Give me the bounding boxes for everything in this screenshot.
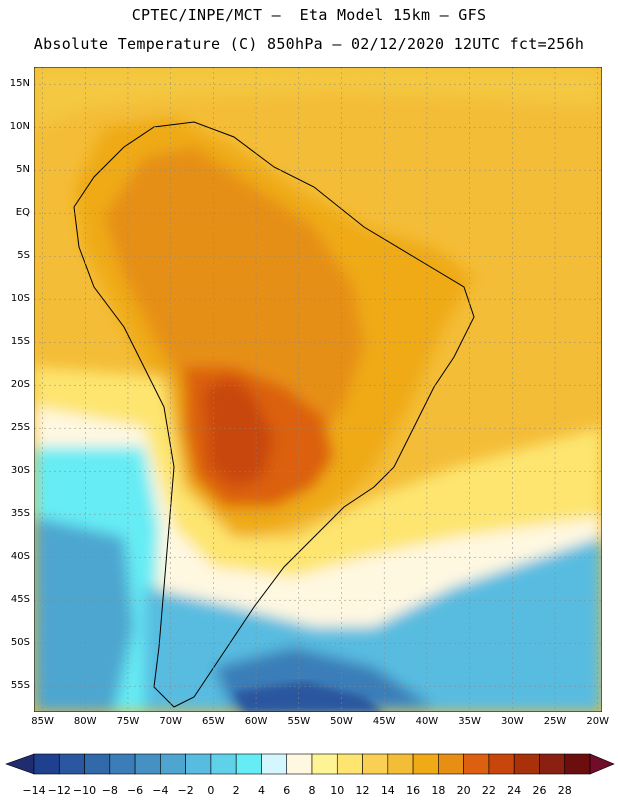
- colorbar-label: 16: [406, 784, 420, 797]
- colorbar-label: 10: [330, 784, 344, 797]
- field-hot-center: [204, 377, 274, 487]
- south-america-outline: [73, 121, 475, 708]
- lon-tick-label: 50W: [330, 716, 353, 727]
- colorbar-swatch: [564, 753, 591, 775]
- colorbar-label: −4: [152, 784, 168, 797]
- colorbar-swatch: [387, 753, 414, 775]
- colorbar-labels: −14 −12 −10 −8 −6 −4 −2 0 2 4 6 8 10 12 14 16 18 20 22 24 26…: [22, 784, 571, 797]
- colorbar-label: −12: [48, 784, 71, 797]
- colorbar: −14 −12 −10 −8 −6 −4 −2 0 2 4 6 8 10 12 14 16 18 20 22 24 26…: [5, 753, 615, 797]
- colorbar-label: 0: [207, 784, 214, 797]
- colorbar-swatch: [235, 753, 262, 775]
- lat-tick-label: 15N: [9, 78, 30, 90]
- lon-tick-label: 70W: [159, 716, 182, 727]
- colorbar-label: 14: [381, 784, 395, 797]
- lon-tick-label: 75W: [116, 716, 140, 727]
- lat-tick-label: 30S: [10, 465, 30, 477]
- lon-tick-label: 30W: [501, 716, 524, 727]
- colorbar-swatch: [539, 753, 566, 775]
- colorbar-swatch: [261, 753, 288, 775]
- colorbar-swatch: [185, 753, 212, 775]
- colorbar-swatch: [362, 753, 389, 775]
- colorbar-high-arrow: [589, 753, 615, 775]
- colorbar-label: 24: [507, 784, 521, 797]
- field-south-pale: [34, 407, 602, 627]
- lon-tick-label: 40W: [415, 716, 439, 727]
- colorbar-label: −14: [22, 784, 45, 797]
- colorbar-label: 2: [233, 784, 240, 797]
- lat-tick-label: 40S: [10, 551, 30, 563]
- colorbar-swatch: [463, 753, 490, 775]
- colorbar-swatch: [109, 753, 136, 775]
- lat-tick-label: 25S: [10, 422, 30, 434]
- lat-tick-label: EQ: [15, 207, 30, 219]
- lat-tick-label: 10S: [10, 293, 30, 305]
- lat-tick-label: 20S: [10, 379, 30, 391]
- lon-tick-label: 55W: [287, 716, 311, 727]
- colorbar-label: 28: [558, 784, 572, 797]
- colorbar-label: 4: [258, 784, 265, 797]
- lon-tick-label: 85W: [31, 716, 54, 727]
- field-cold-mid: [34, 517, 134, 712]
- colorbar-label: 8: [309, 784, 316, 797]
- lon-tick-label: 45W: [372, 716, 396, 727]
- colorbar-label: 26: [532, 784, 546, 797]
- colorbar-label: −8: [102, 784, 118, 797]
- colorbar-label: 18: [431, 784, 445, 797]
- field-cold-pocket: [234, 682, 384, 712]
- lon-tick-label: 80W: [73, 716, 97, 727]
- colorbar-swatch: [311, 753, 338, 775]
- colorbar-label: −6: [127, 784, 143, 797]
- colorbar-swatches: [5, 753, 615, 775]
- colorbar-swatch: [58, 753, 85, 775]
- colorbar-swatch: [412, 753, 439, 775]
- colorbar-swatch: [488, 753, 515, 775]
- lon-tick-label: 60W: [244, 716, 268, 727]
- colorbar-swatch: [84, 753, 111, 775]
- lon-tick-label: 35W: [458, 716, 481, 727]
- colorbar-label: 12: [356, 784, 370, 797]
- colorbar-label: 20: [457, 784, 471, 797]
- chart-title: CPTEC/INPE/MCT – Eta Model 15km – GFS: [131, 6, 487, 24]
- lon-tick-label: 20W: [586, 716, 610, 727]
- colorbar-label: 6: [283, 784, 290, 797]
- colorbar-low-arrow: [5, 753, 35, 775]
- colorbar-swatch: [134, 753, 161, 775]
- colorbar-label: −2: [178, 784, 194, 797]
- colorbar-swatch: [210, 753, 237, 775]
- temperature-map: [34, 67, 602, 712]
- colorbar-swatch: [33, 753, 60, 775]
- lat-tick-label: 15S: [10, 336, 30, 348]
- colorbar-label: 22: [482, 784, 496, 797]
- lat-tick-label: 5S: [17, 250, 30, 262]
- lon-tick-label: 25W: [543, 716, 567, 727]
- colorbar-swatch: [286, 753, 313, 775]
- lat-tick-label: 35S: [10, 508, 30, 520]
- field-north-warm: [34, 67, 602, 127]
- colorbar-swatch: [336, 753, 363, 775]
- colorbar-swatch: [438, 753, 464, 775]
- lat-tick-label: 55S: [10, 680, 30, 692]
- lon-tick-label: 65W: [202, 716, 225, 727]
- colorbar-swatch: [160, 753, 186, 775]
- chart-subtitle: Absolute Temperature (C) 850hPa – 02/12/…: [33, 35, 585, 53]
- lat-tick-label: 10N: [9, 121, 30, 133]
- lat-tick-label: 45S: [10, 594, 30, 606]
- colorbar-label: −10: [73, 784, 96, 797]
- colorbar-swatch: [513, 753, 540, 775]
- lat-tick-label: 5N: [16, 164, 30, 176]
- lat-tick-label: 50S: [10, 637, 30, 649]
